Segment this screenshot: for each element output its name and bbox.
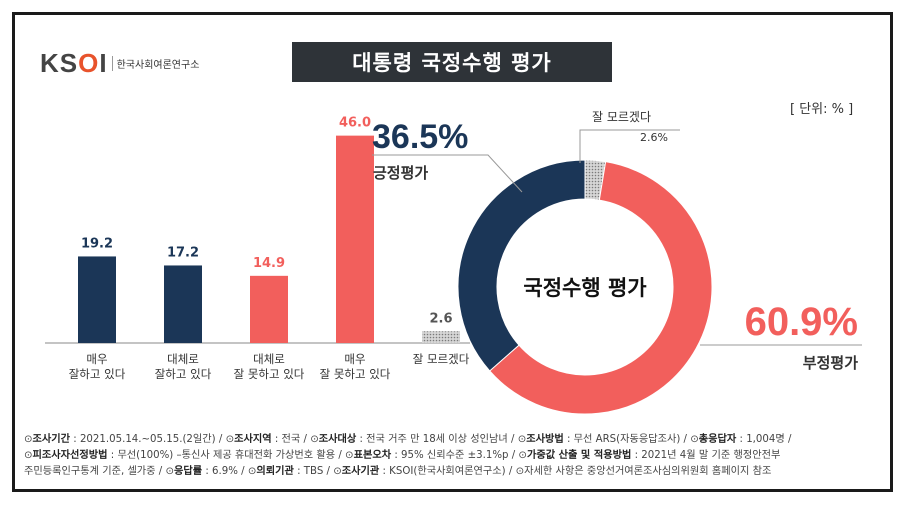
footnote-key: 표본오차 (353, 450, 392, 461)
bullet-icon: ⊙ (225, 434, 235, 445)
footnote-key: 조사기관 (341, 466, 380, 477)
bar-value-label: 17.2 (167, 245, 199, 260)
footnote-value: : 무선 ARS(자동응답조사) / (563, 434, 691, 445)
dontknow-name-label: 잘 모르겠다 (592, 110, 651, 124)
dontknow-leader-line (579, 129, 680, 163)
logo-mark: KSOI (40, 48, 108, 78)
bar-category-label: 매우 (86, 352, 107, 366)
chart-title: 대통령 국정수행 평가 (292, 42, 612, 82)
bullet-icon: ⊙ (333, 466, 342, 477)
footnote-line: ⊙피조사자선정방법 : 무선(100%) –통신사 제공 휴대전화 가상번호 활… (24, 448, 884, 464)
unit-label: [ 단위: % ] (790, 102, 854, 117)
bar-category-label: 대체로 (253, 352, 285, 366)
footnote-key: 조사방법 (526, 434, 564, 445)
bar-category-label: 잘 못하고 있다 (234, 367, 305, 381)
bullet-icon: ⊙ (518, 450, 527, 461)
footnote-key: 가중값 산출 및 적용방법 (526, 450, 632, 461)
bar (164, 265, 202, 343)
bar-value-label: 19.2 (81, 236, 113, 251)
footnote-value: : 2021년 4월 말 기준 행정안전부 (631, 450, 781, 461)
footnote-value: : 2021.05.14.~05.15.(2일간) / (70, 434, 226, 445)
footnote-line: ⊙조사기간 : 2021.05.14.~05.15.(2일간) / ⊙조사지역 … (24, 432, 884, 448)
bullet-icon: ⊙ (165, 466, 175, 477)
bullet-icon: ⊙ (310, 434, 319, 445)
bullet-icon: ⊙ (24, 450, 33, 461)
bar (422, 331, 460, 343)
footnote-key: 조사기간 (32, 434, 71, 445)
footnote-value: : 무선(100%) –통신사 제공 휴대전화 가상번호 활용 / (107, 450, 346, 461)
pie-slice (457, 159, 586, 372)
bar-value-label: 14.9 (253, 256, 285, 271)
bar-category-label: 잘 모르겠다 (413, 352, 470, 366)
bullet-icon: ⊙ (690, 434, 699, 445)
bullet-icon: ⊙ (515, 466, 525, 477)
footnote-key: 의뢰기관 (256, 466, 294, 477)
dontknow-percent-label: 2.6% (640, 131, 668, 144)
bar-category-label: 잘하고 있다 (155, 367, 212, 381)
footnote-value: 자세한 사항은 중앙선거여론조사심의위원회 홈페이지 참조 (524, 466, 772, 477)
donut-center-label: 국정수행 평가 (523, 276, 647, 300)
chart-frame (12, 12, 893, 492)
pie-slice (489, 161, 713, 415)
footnote-value: 주민등록인구통계 기준, 셀가중 / (24, 466, 166, 477)
footnote-value: : TBS / (293, 466, 334, 477)
footnote-value: : 95% 신뢰수준 ±3.1%p / (391, 450, 519, 461)
bar (336, 135, 374, 343)
footnote-value: : 6.9% / (202, 466, 248, 477)
footnote-value: : 전국 거주 만 18세 이상 성인남녀 / (356, 434, 518, 445)
bullet-icon: ⊙ (247, 466, 257, 477)
negative-percent-label: 60.9% (745, 300, 858, 344)
footnote-line: 주민등록인구통계 기준, 셀가중 / ⊙응답률 : 6.9% / ⊙의뢰기관 :… (24, 464, 884, 480)
positive-name-label: 긍정평가 (373, 164, 428, 182)
bar (78, 256, 116, 343)
bar-category-label: 잘 못하고 있다 (320, 367, 391, 381)
positive-leader-line (372, 154, 523, 193)
footnote-value: : 전국 / (271, 434, 311, 445)
bar-category-label: 매우 (344, 352, 365, 366)
bar-category-label: 잘하고 있다 (69, 367, 126, 381)
bar (250, 275, 288, 343)
negative-name-label: 부정평가 (803, 354, 858, 372)
footnote-key: 총응답자 (698, 434, 737, 445)
footnote-value: : 1,004명 / (736, 434, 792, 445)
bullet-icon: ⊙ (345, 450, 354, 461)
footnote-value: : KSOI(한국사회여론연구소) / (379, 466, 516, 477)
ksoi-logo: KSOI 한국사회여론연구소 (40, 48, 199, 79)
logo-subtitle: 한국사회여론연구소 (111, 56, 199, 71)
bullet-icon: ⊙ (517, 434, 527, 445)
footnote-key: 조사대상 (318, 434, 357, 445)
footnote-key: 피조사자선정방법 (32, 450, 108, 461)
bar-category-label: 대체로 (167, 352, 199, 366)
bar-value-label: 46.0 (339, 116, 371, 131)
bar-value-label: 2.6 (429, 311, 452, 326)
positive-percent-label: 36.5% (372, 118, 468, 156)
survey-footnote: ⊙조사기간 : 2021.05.14.~05.15.(2일간) / ⊙조사지역 … (24, 432, 884, 480)
bullet-icon: ⊙ (24, 434, 33, 445)
footnote-key: 조사지역 (234, 434, 272, 445)
footnote-key: 응답률 (174, 466, 203, 477)
